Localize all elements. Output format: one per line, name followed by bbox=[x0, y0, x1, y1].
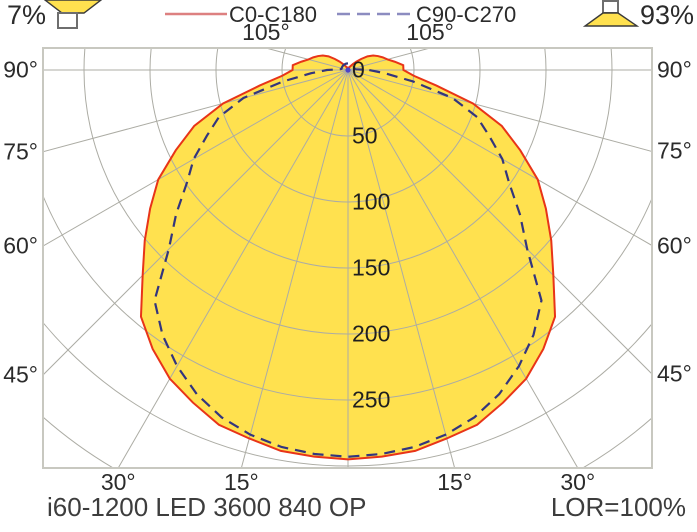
curve-c0-c180 bbox=[139, 54, 557, 461]
angle-label: 15° bbox=[437, 469, 473, 495]
angle-label: 90° bbox=[657, 56, 692, 83]
radial-tick-label: 50 bbox=[352, 122, 378, 149]
uplight-icon bbox=[43, 0, 103, 29]
angle-label: 30° bbox=[560, 469, 596, 495]
legend-label-c0: C0-C180 bbox=[229, 2, 318, 27]
angle-label: 60° bbox=[657, 232, 692, 258]
radial-tick-label: 100 bbox=[352, 188, 391, 215]
origin-dot bbox=[345, 67, 351, 73]
angle-label: 15° bbox=[223, 469, 259, 495]
angle-label: 45° bbox=[3, 361, 38, 388]
intensity-curves bbox=[139, 54, 557, 461]
curve-c90-c270 bbox=[153, 62, 543, 458]
lor-value: LOR=100% bbox=[550, 492, 686, 522]
angle-label: 105° bbox=[406, 19, 454, 45]
luminaire-title: i60-1200 LED 3600 840 OP bbox=[47, 492, 367, 522]
uplight-percent: 7% bbox=[7, 0, 47, 30]
radial-tick-label: 0 bbox=[352, 56, 365, 83]
radial-tick-label: 150 bbox=[352, 254, 391, 281]
angle-label: 60° bbox=[3, 232, 38, 259]
angle-label: 75° bbox=[3, 138, 38, 165]
radial-tick-label: 250 bbox=[352, 386, 391, 413]
angle-label: 105° bbox=[242, 19, 290, 45]
angle-label: 75° bbox=[657, 137, 692, 164]
angle-label: 90° bbox=[3, 56, 38, 83]
legend-label-c90: C90-C270 bbox=[416, 2, 517, 27]
downlight-icon bbox=[582, 0, 640, 27]
angle-label: 45° bbox=[657, 360, 692, 387]
plot-border bbox=[42, 47, 653, 469]
angle-label: 30° bbox=[100, 469, 136, 495]
downlight-percent: 93% bbox=[640, 0, 695, 30]
radial-tick-label: 200 bbox=[352, 320, 391, 347]
